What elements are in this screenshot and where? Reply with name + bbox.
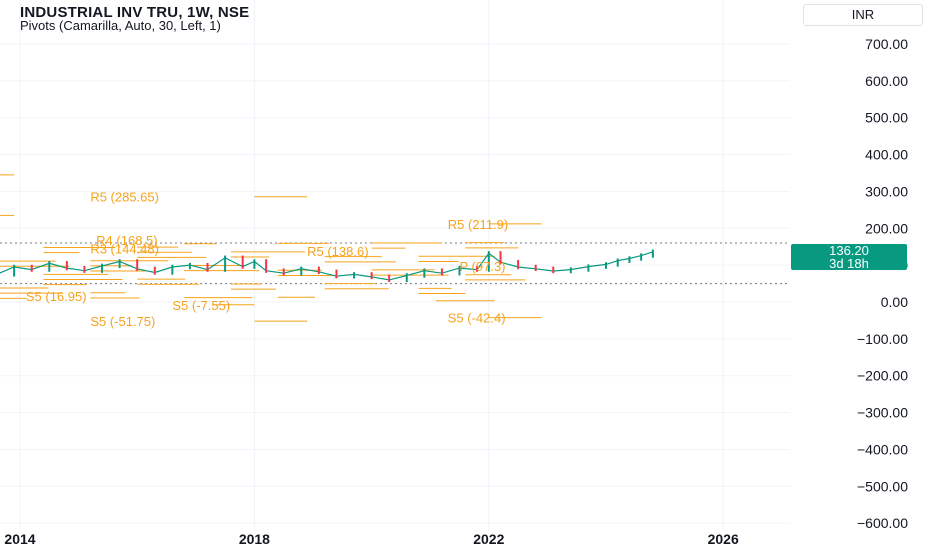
y-tick-label: −600.00 [857, 515, 908, 531]
x-tick-label: 2026 [708, 531, 739, 547]
pivot-label: R5 (285.65) [90, 190, 159, 205]
y-tick-label: 300.00 [865, 183, 908, 199]
pivot-label: S5 (-42.4) [448, 311, 506, 326]
pivot-label: S5 (-7.55) [172, 298, 230, 313]
pivot-levels [0, 174, 542, 322]
pivot-label: R3 (144.48) [90, 242, 159, 257]
x-tick-label: 2018 [239, 531, 270, 547]
chart-grid [0, 0, 790, 530]
y-tick-label: 400.00 [865, 147, 908, 163]
last-price-badge: 136.20 3d 18h [791, 244, 907, 270]
y-tick-label: 200.00 [865, 220, 908, 236]
bar-countdown: 3d 18h [829, 256, 869, 271]
pivot-label: S5 (-51.75) [90, 314, 155, 329]
x-tick-label: 2022 [473, 531, 504, 547]
y-axis: 700.00600.00500.00400.00300.00200.00100.… [857, 36, 908, 531]
pivot-label: R5 (211.9) [448, 217, 508, 232]
pivot-label: R4 (168.5) [96, 233, 157, 248]
y-tick-label: −500.00 [857, 478, 908, 494]
y-tick-label: 600.00 [865, 73, 908, 89]
y-tick-label: 0.00 [881, 294, 908, 310]
symbol-title: INDUSTRIAL INV TRU, 1W, NSE [20, 4, 250, 21]
indicator-label[interactable]: Pivots (Camarilla, Auto, 30, Left, 1) [20, 18, 221, 33]
x-axis: 2014 2018 2022 2026 [4, 531, 739, 547]
currency-button[interactable]: INR [803, 4, 923, 26]
y-tick-label: −100.00 [857, 331, 908, 347]
y-tick-label: −300.00 [857, 405, 908, 421]
y-tick-label: 500.00 [865, 110, 908, 126]
pivot-label: R5 (138.6) [307, 244, 368, 259]
y-tick-label: −400.00 [857, 441, 908, 457]
y-tick-label: 700.00 [865, 36, 908, 52]
pivot-label: P (97.3) [460, 259, 506, 274]
x-tick-label: 2014 [4, 531, 35, 547]
y-tick-label: −200.00 [857, 368, 908, 384]
pivot-labels: R5 (285.65) R5 (211.9) S5 (-7.55) S5 (-51.7… [26, 190, 508, 329]
last-price-value: 136.20 [829, 243, 869, 258]
pivot-label: S5 (16.95) [26, 289, 87, 304]
price-series [0, 249, 654, 283]
